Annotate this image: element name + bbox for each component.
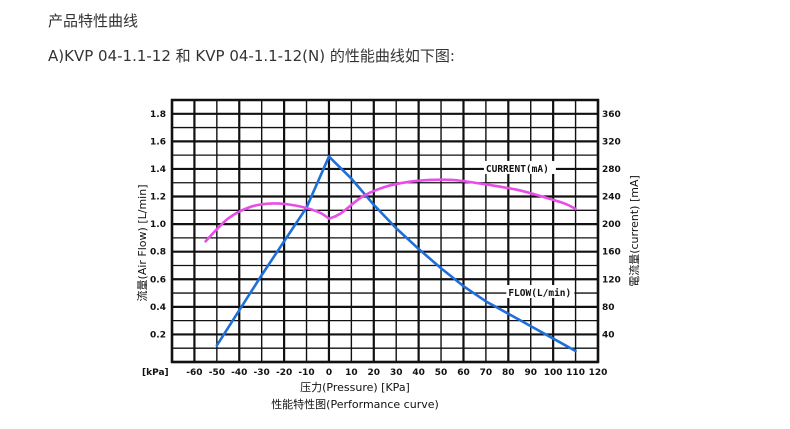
plot-frame bbox=[170, 98, 600, 364]
x-tick-label: 120 bbox=[589, 368, 608, 378]
y-right-tick-label: 120 bbox=[602, 275, 621, 285]
y-left-tick-label: 0.8 bbox=[150, 248, 166, 258]
y-left-tick-label: 1.0 bbox=[150, 220, 166, 230]
x-axis-title: 压力(Pressure) [KPa] bbox=[300, 381, 410, 394]
x-tick-label: -30 bbox=[254, 368, 270, 378]
y-right-tick-label: 160 bbox=[602, 248, 621, 258]
y-left-tick-label: 0.6 bbox=[150, 275, 166, 285]
series-label-flow: FLOW(L/min) bbox=[508, 288, 571, 299]
x-tick-label: -60 bbox=[186, 368, 202, 378]
x-tick-label: -50 bbox=[209, 368, 225, 378]
y-left-tick-label: 1.8 bbox=[150, 110, 166, 120]
x-tick-label: -40 bbox=[231, 368, 247, 378]
chart-grid bbox=[170, 98, 600, 364]
y-right-tick-label: 200 bbox=[602, 220, 621, 230]
y-left-tick-label: 0.2 bbox=[150, 330, 166, 340]
y-right-tick-label: 280 bbox=[602, 165, 621, 175]
y-left-tick-label: 1.2 bbox=[150, 193, 166, 203]
series-line-current-ma bbox=[204, 178, 577, 243]
x-tick-label: 90 bbox=[524, 368, 537, 378]
y-right-tick-label: 40 bbox=[602, 330, 615, 340]
page-heading: 产品特性曲线 bbox=[48, 12, 139, 30]
x-tick-label: 80 bbox=[502, 368, 515, 378]
x-tick-label: 100 bbox=[544, 368, 563, 378]
x-tick-label: 30 bbox=[390, 368, 403, 378]
y-right-tick-label: 320 bbox=[602, 137, 621, 147]
chart-title: 性能特性图(Performance curve) bbox=[271, 397, 439, 411]
x-tick-label: 0 bbox=[326, 368, 332, 378]
x-tick-label: 40 bbox=[412, 368, 425, 378]
y-axis-right-title: 電流量(current) [mA] bbox=[627, 175, 641, 287]
series-label-current: CURRENT(mA) bbox=[486, 164, 549, 175]
series-label-background bbox=[506, 285, 575, 299]
series-line-flow-l-min bbox=[215, 155, 577, 353]
x-tick-label: 110 bbox=[566, 368, 585, 378]
y-right-tick-label: 240 bbox=[602, 193, 621, 203]
x-unit-label: [kPa] bbox=[142, 368, 169, 378]
x-tick-label: 10 bbox=[345, 368, 358, 378]
x-tick-label: 50 bbox=[435, 368, 448, 378]
x-tick-label: 60 bbox=[457, 368, 470, 378]
y-left-tick-label: 0.4 bbox=[150, 303, 166, 313]
chart-series bbox=[204, 155, 577, 353]
chart-labels: CURRENT(mA) FLOW(L/min) bbox=[483, 160, 575, 299]
y-left-tick-label: 1.4 bbox=[150, 165, 166, 175]
y-left-tick-label: 1.6 bbox=[150, 137, 166, 147]
series-label-background bbox=[483, 160, 556, 174]
x-tick-label: 20 bbox=[368, 368, 381, 378]
y-axis-left-title: 流量(Air Flow) [L/min] bbox=[135, 185, 149, 302]
x-tick-label: -10 bbox=[298, 368, 314, 378]
y-right-tick-label: 80 bbox=[602, 303, 615, 313]
x-tick-label: 70 bbox=[480, 368, 493, 378]
chart-ticks: -60 -50 -40 -30 -20 -10 0 10 20 30 40 50 60 70 80 90 100… bbox=[150, 110, 621, 378]
x-tick-label: -20 bbox=[276, 368, 292, 378]
page-subheading: A)KVP 04-1.1-12 和 KVP 04-1.1-12(N) 的性能曲线… bbox=[48, 47, 455, 65]
y-right-tick-label: 360 bbox=[602, 110, 621, 120]
